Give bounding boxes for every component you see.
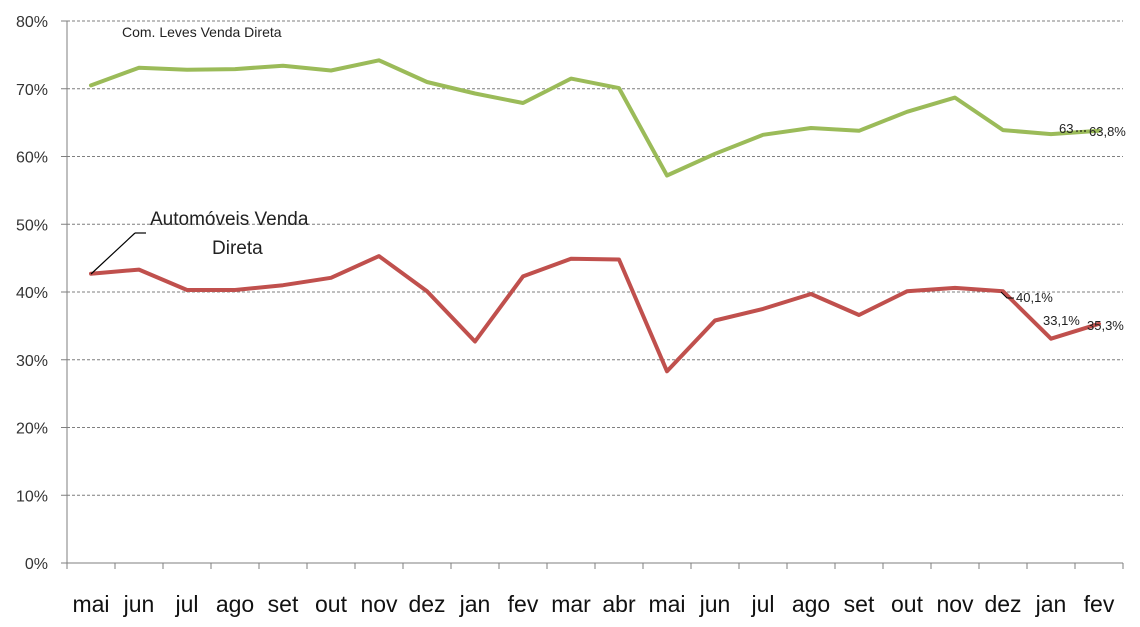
- x-tick-label: jan: [459, 591, 491, 617]
- data-label-red-fev: 35,3%: [1087, 318, 1124, 333]
- x-tick-label: dez: [984, 591, 1021, 617]
- y-tick-label: 70%: [16, 82, 48, 99]
- leader-line-red-dez: [1000, 291, 1014, 299]
- data-label-green-jan: 63: [1059, 121, 1073, 136]
- y-tick-label: 80%: [16, 14, 48, 31]
- annotations: Com. Leves Venda Direta Automóveis Venda…: [90, 24, 1126, 333]
- x-tick-label: jul: [750, 591, 774, 617]
- data-label-red-dez: 40,1%: [1016, 290, 1053, 305]
- series-label-automoveis-line2: Direta: [212, 238, 263, 259]
- x-tick-label: ago: [792, 591, 830, 617]
- x-tick-label: set: [844, 591, 875, 617]
- x-tick-label: nov: [936, 591, 974, 617]
- leader-line-automoveis: [90, 232, 136, 275]
- x-tick-label: nov: [360, 591, 398, 617]
- series-lines: [89, 58, 1101, 374]
- x-tick-label: jun: [123, 591, 155, 617]
- x-tick-label: jul: [174, 591, 198, 617]
- series-line-0: [89, 58, 1101, 178]
- x-tick-label: mai: [72, 591, 109, 617]
- x-tick-label: dez: [408, 591, 445, 617]
- gridlines: [67, 20, 1123, 496]
- axes: [61, 20, 1124, 569]
- x-axis-tick-labels: mai jun jul ago set out nov dez jan fev mar abr mai j…: [72, 591, 1114, 617]
- y-tick-label: 20%: [16, 421, 48, 438]
- x-tick-label: mai: [648, 591, 685, 617]
- x-tick-label: set: [268, 591, 299, 617]
- y-tick-label: 50%: [16, 217, 48, 234]
- data-label-red-jan: 33,1%: [1043, 313, 1080, 328]
- series-line-1: [89, 254, 1101, 374]
- x-tick-label: abr: [602, 591, 636, 617]
- y-tick-label: 0%: [25, 556, 48, 573]
- data-label-green-fev: 63,8%: [1089, 124, 1126, 139]
- y-tick-label: 40%: [16, 285, 48, 302]
- x-tick-label: mar: [551, 591, 591, 617]
- y-axis-tick-labels: 0% 10% 20% 30% 40% 50% 60% 70% 80%: [16, 14, 48, 573]
- x-tick-label: out: [891, 591, 924, 617]
- x-tick-label: out: [315, 591, 348, 617]
- x-tick-label: jun: [699, 591, 731, 617]
- series-label-com-leves: Com. Leves Venda Direta: [122, 24, 282, 40]
- series-label-automoveis-line1: Automóveis Venda: [150, 209, 309, 230]
- x-tick-label: ago: [216, 591, 254, 617]
- x-tick-label: jan: [1035, 591, 1067, 617]
- x-tick-label: fev: [508, 591, 539, 617]
- y-tick-label: 10%: [16, 488, 48, 505]
- y-tick-label: 30%: [16, 353, 48, 370]
- x-tick-label: fev: [1084, 591, 1115, 617]
- y-tick-label: 60%: [16, 150, 48, 167]
